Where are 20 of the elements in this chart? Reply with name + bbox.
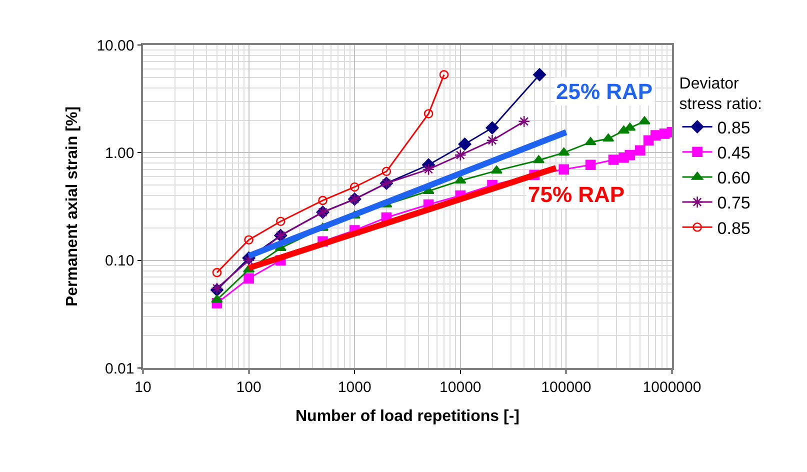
x-tick-label: 10	[134, 378, 152, 396]
y-tick-label: 0.10	[105, 252, 134, 270]
legend-label: 0.85	[717, 218, 750, 238]
series-label: 75% RAP	[528, 182, 625, 207]
x-tick-label: 100000	[541, 378, 592, 396]
legend-label: 0.85	[717, 118, 750, 138]
y-tick-label: 10.00	[96, 37, 134, 54]
x-axis-title: Number of load repetitions [-]	[296, 408, 520, 425]
series-label: 25% RAP	[556, 79, 653, 104]
legend-label: 0.60	[717, 168, 750, 188]
legend-label: 0.75	[717, 194, 750, 213]
x-tick-label: 100	[236, 378, 262, 396]
y-tick-label: 1.00	[105, 144, 134, 162]
x-tick-label: 1000	[338, 378, 372, 396]
legend-label: 0.45	[717, 143, 750, 162]
x-tick-label: 1000000	[642, 378, 702, 396]
x-tick-label: 10000	[440, 378, 482, 396]
y-axis-title: Permanent axial strain [%]	[64, 106, 82, 307]
legend-title: Deviator stress ratio:	[679, 75, 762, 114]
y-tick-label: 0.01	[105, 360, 134, 378]
